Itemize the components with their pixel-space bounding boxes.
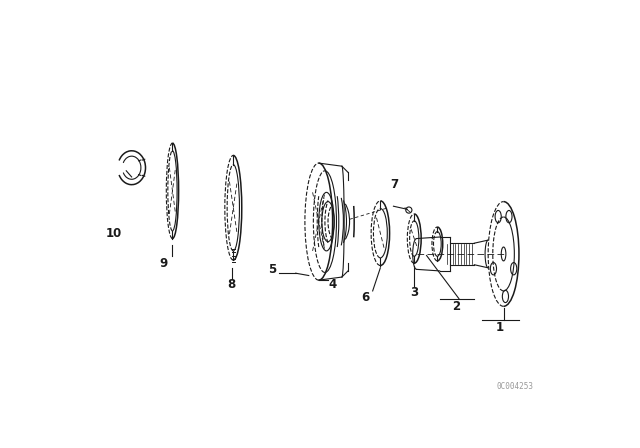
Text: 1: 1 [495, 321, 504, 334]
Text: 6: 6 [361, 291, 369, 304]
Text: 9: 9 [160, 257, 168, 270]
Text: 2: 2 [452, 300, 461, 313]
Text: 0C004253: 0C004253 [497, 382, 534, 391]
Text: 3: 3 [410, 286, 419, 299]
Text: 8: 8 [228, 278, 236, 291]
Text: 4: 4 [328, 278, 337, 291]
Text: 10: 10 [106, 227, 122, 240]
Text: 5: 5 [268, 263, 276, 276]
Text: 7: 7 [390, 178, 398, 191]
